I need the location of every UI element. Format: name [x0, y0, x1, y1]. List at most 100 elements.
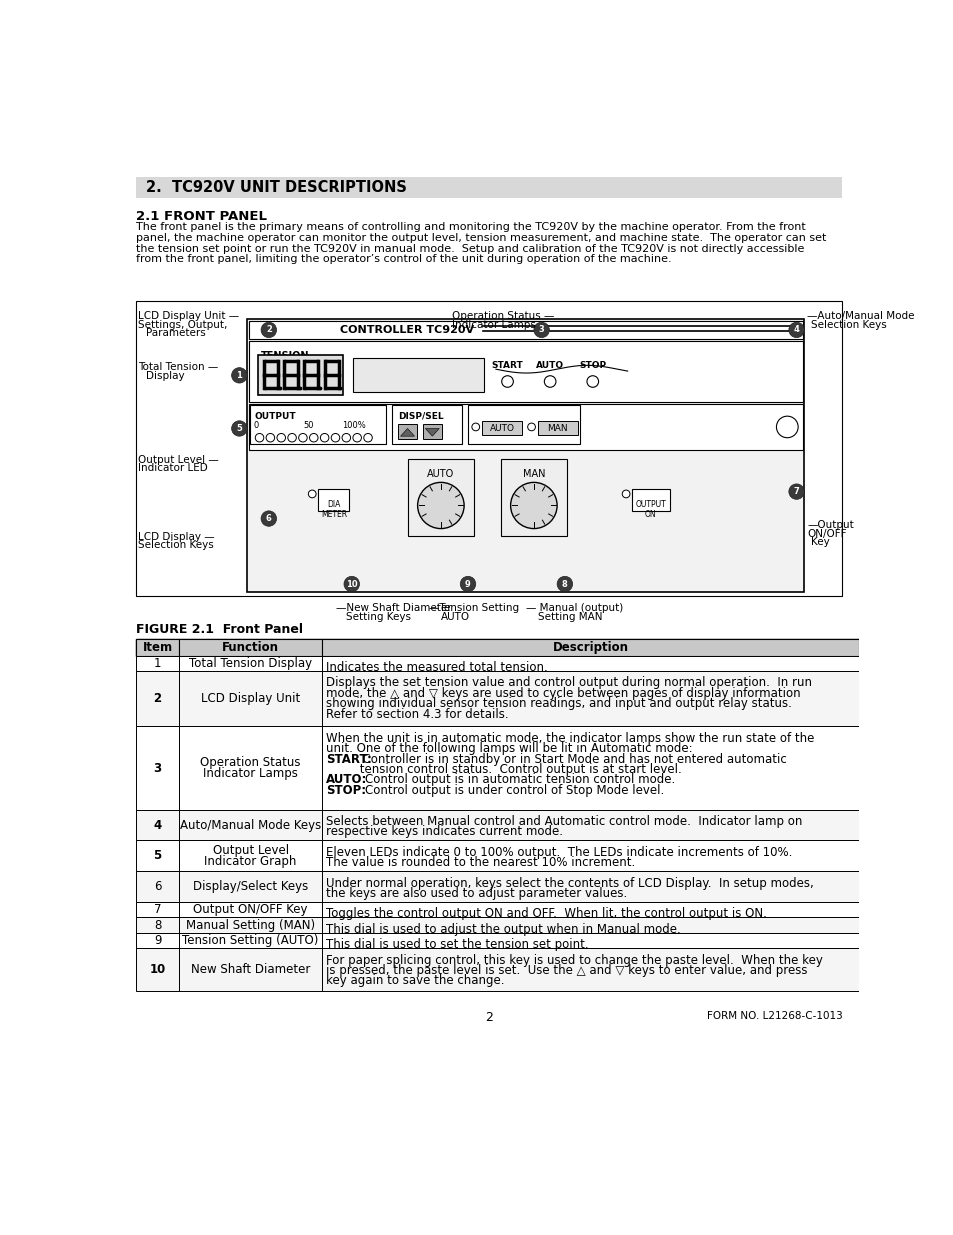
- Bar: [136, 918, 179, 932]
- Bar: [136, 671, 179, 726]
- Text: Under normal operation, keys select the contents of LCD Display.  In setup modes: Under normal operation, keys select the …: [326, 877, 813, 889]
- Text: Operation Status: Operation Status: [200, 756, 300, 769]
- Text: key again to save the change.: key again to save the change.: [326, 974, 504, 988]
- Circle shape: [353, 433, 361, 442]
- Bar: [136, 726, 179, 810]
- Bar: [322, 918, 859, 932]
- Text: is pressed, the paste level is set.  Use the △ and ▽ keys to enter value, and pr: is pressed, the paste level is set. Use …: [326, 965, 807, 977]
- Bar: [500, 459, 567, 536]
- Text: Key: Key: [810, 537, 828, 547]
- Bar: [322, 810, 859, 841]
- Bar: [179, 871, 322, 902]
- Text: Auto/Manual Mode Keys: Auto/Manual Mode Keys: [180, 819, 321, 831]
- Bar: [179, 656, 322, 671]
- Bar: [322, 902, 859, 918]
- Text: Setting Keys: Setting Keys: [346, 611, 411, 621]
- Text: 5: 5: [153, 850, 162, 862]
- Circle shape: [308, 490, 315, 498]
- Text: 1: 1: [153, 657, 161, 669]
- Bar: [322, 841, 859, 871]
- Circle shape: [232, 368, 247, 383]
- Text: 10: 10: [346, 579, 357, 589]
- Circle shape: [459, 577, 476, 592]
- Text: FIGURE 2.1  Front Panel: FIGURE 2.1 Front Panel: [136, 624, 303, 636]
- Text: 6: 6: [153, 881, 161, 893]
- Text: Total Tension —: Total Tension —: [137, 362, 218, 372]
- Circle shape: [261, 511, 276, 526]
- Bar: [353, 358, 484, 391]
- Bar: [322, 656, 859, 671]
- Text: START: START: [491, 362, 523, 370]
- Text: Description: Description: [552, 641, 628, 653]
- Text: Indicator LED: Indicator LED: [137, 463, 208, 473]
- Text: 3: 3: [153, 762, 161, 774]
- Circle shape: [557, 577, 572, 592]
- Text: tension control status.  Control output is at start level.: tension control status. Control output i…: [326, 763, 681, 776]
- Text: Eleven LEDs indicate 0 to 100% output.  The LEDs indicate increments of 10%.: Eleven LEDs indicate 0 to 100% output. T…: [326, 846, 792, 858]
- Circle shape: [776, 416, 798, 437]
- Circle shape: [309, 433, 317, 442]
- Text: 8: 8: [561, 579, 567, 589]
- Text: Indicator Lamps: Indicator Lamps: [452, 320, 536, 330]
- Bar: [179, 726, 322, 810]
- Circle shape: [276, 433, 285, 442]
- Bar: [322, 932, 859, 948]
- Text: Selection Keys: Selection Keys: [810, 320, 885, 330]
- Bar: [179, 932, 322, 948]
- Text: 4: 4: [793, 325, 799, 335]
- Bar: [249, 341, 802, 403]
- Text: Refer to section 4.3 for details.: Refer to section 4.3 for details.: [326, 708, 508, 720]
- Text: unit. One of the following lamps will be lit in Automatic mode:: unit. One of the following lamps will be…: [326, 742, 692, 756]
- Bar: [136, 638, 179, 656]
- Text: AUTO: AUTO: [536, 362, 563, 370]
- Bar: [322, 726, 859, 810]
- Bar: [468, 405, 579, 443]
- Text: Displays the set tension value and control output during normal operation.  In r: Displays the set tension value and contr…: [326, 677, 811, 689]
- Text: LCD Display Unit —: LCD Display Unit —: [137, 311, 238, 321]
- Polygon shape: [400, 429, 415, 436]
- Circle shape: [544, 375, 556, 388]
- Text: Output Level —: Output Level —: [137, 454, 218, 464]
- Bar: [136, 810, 179, 841]
- Bar: [179, 902, 322, 918]
- Polygon shape: [425, 429, 439, 436]
- Text: The value is rounded to the nearest 10% increment.: The value is rounded to the nearest 10% …: [326, 856, 635, 869]
- Text: OUTPUT
ON: OUTPUT ON: [635, 500, 665, 520]
- Text: AUTO: AUTO: [440, 611, 470, 621]
- Text: 6: 6: [266, 514, 272, 524]
- Text: panel, the machine operator can monitor the output level, tension measurement, a: panel, the machine operator can monitor …: [136, 233, 826, 243]
- Text: 4: 4: [153, 819, 162, 831]
- Text: 1: 1: [236, 370, 242, 380]
- Text: 2: 2: [266, 325, 272, 335]
- Text: FORM NO. L21268-C-1013: FORM NO. L21268-C-1013: [706, 1010, 841, 1020]
- Text: MAN: MAN: [522, 468, 544, 478]
- Circle shape: [232, 421, 247, 436]
- Text: Control output is in automatic tension control mode.: Control output is in automatic tension c…: [350, 773, 675, 787]
- Bar: [537, 421, 578, 435]
- Bar: [136, 871, 179, 902]
- Text: Toggles the control output ON and OFF.  When lit, the control output is ON.: Toggles the control output ON and OFF. W…: [326, 908, 766, 920]
- Text: Setting MAN: Setting MAN: [537, 611, 601, 621]
- Text: —Output: —Output: [806, 520, 853, 530]
- Bar: [179, 810, 322, 841]
- Bar: [179, 948, 322, 992]
- Text: Function: Function: [222, 641, 279, 653]
- Circle shape: [266, 433, 274, 442]
- Text: The front panel is the primary means of controlling and monitoring the TC920V by: The front panel is the primary means of …: [136, 222, 805, 232]
- Text: 7: 7: [153, 903, 161, 916]
- Text: MAN: MAN: [547, 424, 568, 433]
- Text: AUTO:: AUTO:: [326, 773, 367, 787]
- Circle shape: [320, 433, 329, 442]
- Text: Total Tension Display: Total Tension Display: [189, 657, 312, 669]
- Text: 5: 5: [236, 424, 242, 433]
- Text: OUTPUT: OUTPUT: [254, 411, 296, 421]
- Text: —New Shaft Diameter: —New Shaft Diameter: [335, 603, 452, 614]
- Bar: [318, 489, 349, 511]
- Text: from the front panel, limiting the operator’s control of the unit during operati: from the front panel, limiting the opera…: [136, 254, 671, 264]
- Text: Controller is in standby or in Start Mode and has not entered automatic: Controller is in standby or in Start Mod…: [355, 752, 786, 766]
- Text: 2: 2: [484, 1010, 493, 1024]
- Text: 0: 0: [253, 421, 258, 430]
- Text: AUTO: AUTO: [427, 468, 454, 478]
- Text: This dial is used to adjust the output when in Manual mode.: This dial is used to adjust the output w…: [326, 923, 680, 936]
- Text: When the unit is in automatic mode, the indicator lamps show the run state of th: When the unit is in automatic mode, the …: [326, 732, 814, 745]
